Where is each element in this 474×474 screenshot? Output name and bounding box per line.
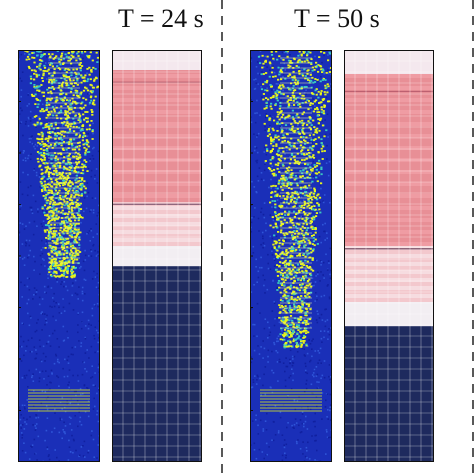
simulation-image-t50 bbox=[344, 50, 434, 462]
experiment-image-t50 bbox=[250, 50, 332, 462]
simulation-image-t24 bbox=[112, 50, 202, 462]
title-t24: T = 24 s bbox=[118, 4, 204, 33]
title-t50: T = 50 s bbox=[294, 4, 380, 33]
experiment-image-t24 bbox=[18, 50, 100, 462]
